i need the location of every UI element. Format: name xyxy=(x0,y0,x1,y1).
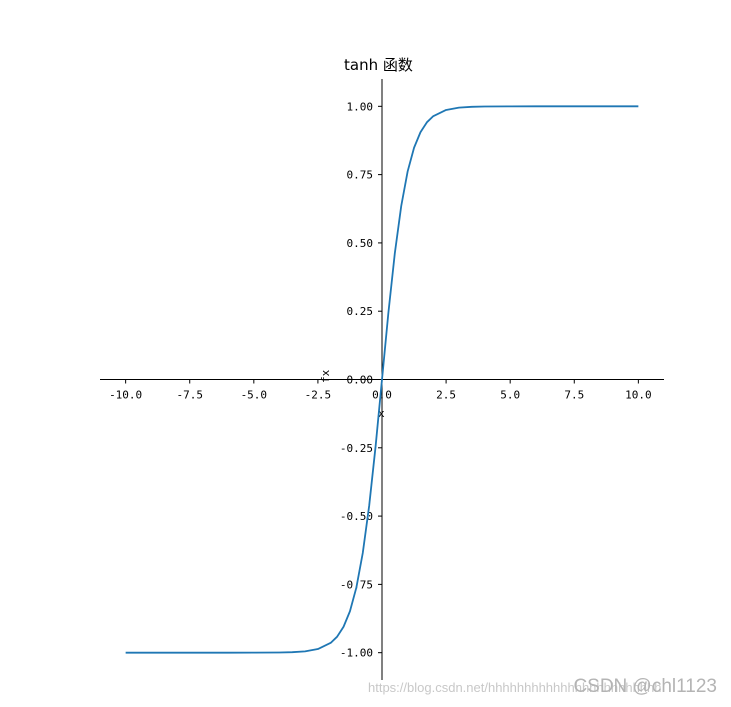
watermark-url: https://blog.csdn.net/hhhhhhhhhhhhhhhhhh… xyxy=(368,680,662,695)
watermark-brand: CSDN @chl1123 xyxy=(573,676,717,697)
series-group xyxy=(125,105,639,654)
x-tick-label: -5.0 xyxy=(241,389,268,402)
x-tick-label: 0.0 xyxy=(372,389,392,402)
y-tick-label: 0.00 xyxy=(347,374,374,387)
series-line xyxy=(125,105,639,654)
y-tick-label: 0.25 xyxy=(347,305,374,318)
x-tick-label: 10.0 xyxy=(625,389,652,402)
y-tick-label: -0.50 xyxy=(340,510,373,523)
x-tick-label: -10.0 xyxy=(109,389,142,402)
y-tick-label: 0.75 xyxy=(347,169,374,182)
y-tick-label: 0.50 xyxy=(347,237,374,250)
y-axis-label: fx xyxy=(319,369,332,383)
x-tick-label: 2.5 xyxy=(436,389,456,402)
y-tick-label: -1.00 xyxy=(340,647,373,660)
x-axis-label: x xyxy=(378,407,385,420)
x-tick-label: -2.5 xyxy=(305,389,332,402)
chart-title: tanh 函数 xyxy=(344,56,413,74)
y-tick-label: 1.00 xyxy=(347,100,374,113)
x-ticks: -10.0 -7.5 -5.0 -2.5 0.0 2.5 5.0 7.5 10.0 xyxy=(109,379,652,402)
y-tick-label: -0.25 xyxy=(340,442,373,455)
x-tick-label: -7.5 xyxy=(176,389,203,402)
x-tick-label: 7.5 xyxy=(564,389,584,402)
x-tick-label: 5.0 xyxy=(500,389,520,402)
